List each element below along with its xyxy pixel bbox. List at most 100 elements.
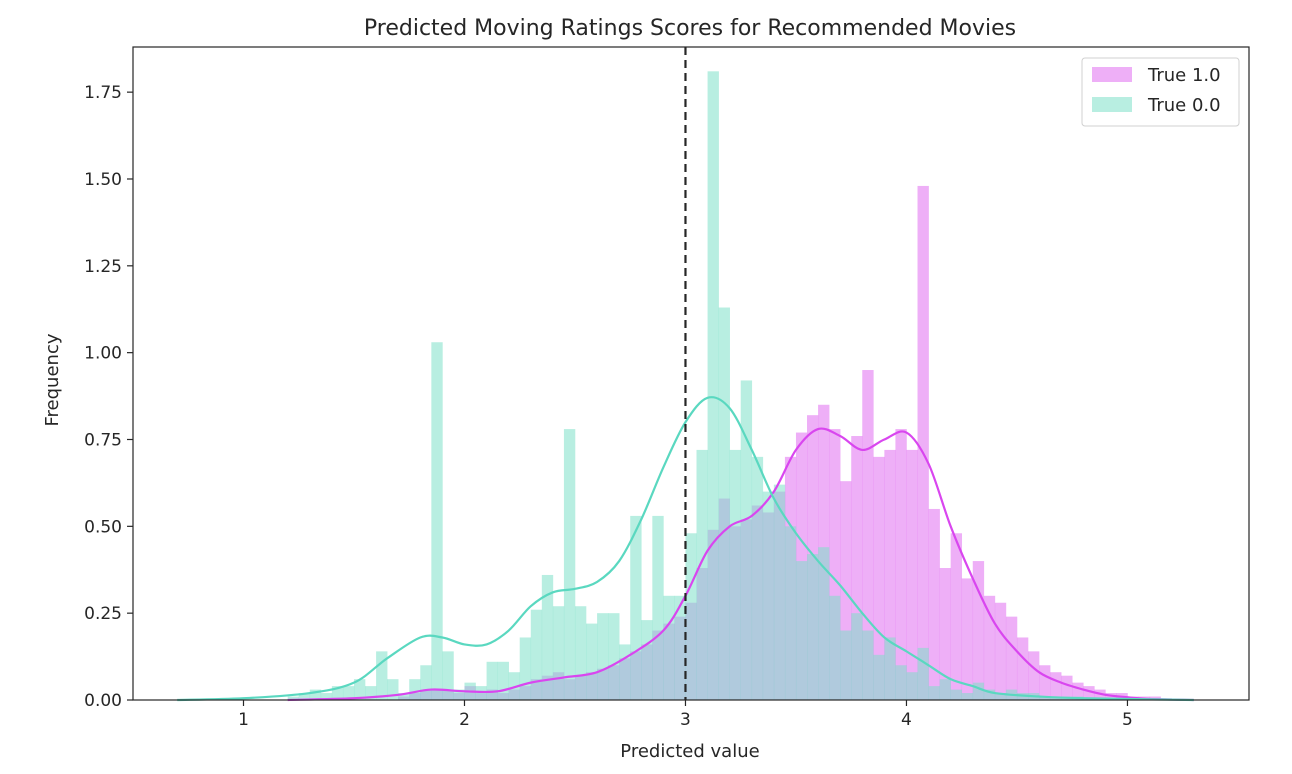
histogram-bar — [939, 679, 951, 700]
histogram-bar — [851, 613, 863, 700]
x-tick-label: 5 — [1122, 710, 1133, 730]
histogram-bar — [1028, 651, 1040, 700]
histogram-bar — [939, 568, 951, 700]
kde-layer — [177, 396, 1194, 702]
y-tick-label: 0.50 — [84, 517, 122, 537]
y-tick-label: 0.00 — [84, 691, 122, 711]
histogram-bar — [442, 651, 454, 700]
histogram-bar — [884, 637, 896, 700]
histogram-bar — [552, 606, 565, 700]
bars-layer — [287, 71, 1172, 700]
histogram-bar — [707, 71, 719, 700]
y-axis-label: Frequency — [42, 333, 63, 426]
histogram-bar — [320, 693, 333, 700]
histogram-bar — [773, 484, 786, 700]
series-1-kde-line — [287, 427, 1194, 702]
y-tick-label: 0.75 — [84, 430, 122, 450]
histogram-bar — [961, 578, 974, 700]
histogram-bar — [342, 686, 355, 700]
histogram-bar — [972, 682, 985, 700]
histogram-bar — [353, 679, 366, 700]
y-tick-label: 1.00 — [84, 344, 122, 364]
histogram-bar — [630, 515, 642, 700]
histogram-bar — [309, 689, 322, 700]
histogram-bar — [862, 370, 874, 700]
histogram-bar — [884, 449, 896, 700]
histogram-bar — [950, 689, 963, 700]
histogram-bar — [917, 647, 929, 700]
x-tick-label: 3 — [680, 710, 691, 730]
y-tick-label: 1.25 — [84, 257, 122, 277]
histogram-bar — [365, 686, 377, 700]
y-tick-label: 1.75 — [84, 83, 122, 103]
chart-title: Predicted Moving Ratings Scores for Reco… — [364, 16, 1016, 41]
histogram-bar — [829, 595, 841, 700]
histogram-bar — [530, 609, 543, 700]
histogram-bar — [829, 429, 841, 700]
histogram-bar — [431, 342, 443, 700]
histogram-bar — [950, 533, 963, 700]
histogram-bar — [740, 380, 753, 700]
histogram-bar — [1039, 665, 1051, 700]
histogram-bar — [663, 595, 675, 700]
histogram-bar — [807, 554, 819, 700]
histogram-bar — [928, 686, 940, 700]
histogram-bar — [983, 689, 996, 700]
x-tick-label: 2 — [459, 710, 470, 730]
histogram-bar — [851, 436, 863, 700]
histogram-bar — [873, 456, 885, 700]
series-2-bars — [287, 71, 1084, 700]
histogram-bar — [994, 693, 1007, 700]
histogram-bar — [762, 491, 775, 700]
x-axis-label: Predicted value — [620, 741, 759, 762]
histogram-bar — [541, 574, 554, 700]
legend-label: True 1.0 — [1147, 65, 1221, 86]
histogram-bar — [497, 661, 509, 700]
histogram-bar — [387, 679, 399, 700]
histogram-bar — [1005, 616, 1018, 700]
histogram-bar — [1083, 686, 1095, 700]
histogram-bar — [862, 630, 874, 700]
legend-label: True 0.0 — [1147, 95, 1221, 116]
histogram-bar — [795, 561, 808, 700]
series-2-kde-line — [177, 396, 1194, 702]
histogram-bar — [287, 696, 300, 700]
histogram-bar — [729, 449, 742, 700]
histogram-bar — [818, 547, 830, 700]
x-axis-ticks: 1 2 3 4 5 — [238, 700, 1133, 730]
histogram-bar — [519, 637, 532, 700]
histogram-bar — [840, 630, 852, 700]
legend: True 1.0 True 0.0 — [1081, 57, 1240, 127]
histogram-bar — [420, 665, 432, 700]
histogram-bar — [1050, 672, 1062, 700]
legend-swatch — [1092, 97, 1132, 112]
histogram-bar — [784, 526, 797, 700]
histogram-bar — [983, 595, 996, 700]
histogram-bar — [1016, 637, 1029, 700]
histogram-bar — [906, 672, 918, 700]
histogram-bar — [895, 665, 907, 700]
histogram-bar — [895, 429, 907, 700]
histogram-bar — [398, 693, 410, 700]
x-tick-label: 1 — [238, 710, 249, 730]
histogram-bar — [994, 602, 1007, 700]
histogram-bar — [652, 515, 664, 700]
histogram-bar — [574, 606, 587, 700]
histogram-bar — [475, 686, 487, 700]
histogram-bar — [674, 595, 686, 700]
histogram-bar — [409, 679, 421, 700]
histogram-bar — [586, 623, 598, 700]
histogram-bar — [453, 689, 465, 700]
histogram-bar — [298, 693, 311, 700]
histogram-bar — [961, 693, 974, 700]
histogram-bar — [331, 686, 344, 700]
y-tick-label: 0.25 — [84, 604, 122, 624]
histogram-bar — [1072, 682, 1084, 700]
histogram-bar — [1039, 696, 1051, 700]
y-tick-label: 1.50 — [84, 170, 122, 190]
histogram-bar — [619, 644, 631, 700]
histogram-bar — [696, 449, 708, 700]
histogram-bar — [641, 620, 653, 700]
histogram-bar — [840, 481, 852, 700]
